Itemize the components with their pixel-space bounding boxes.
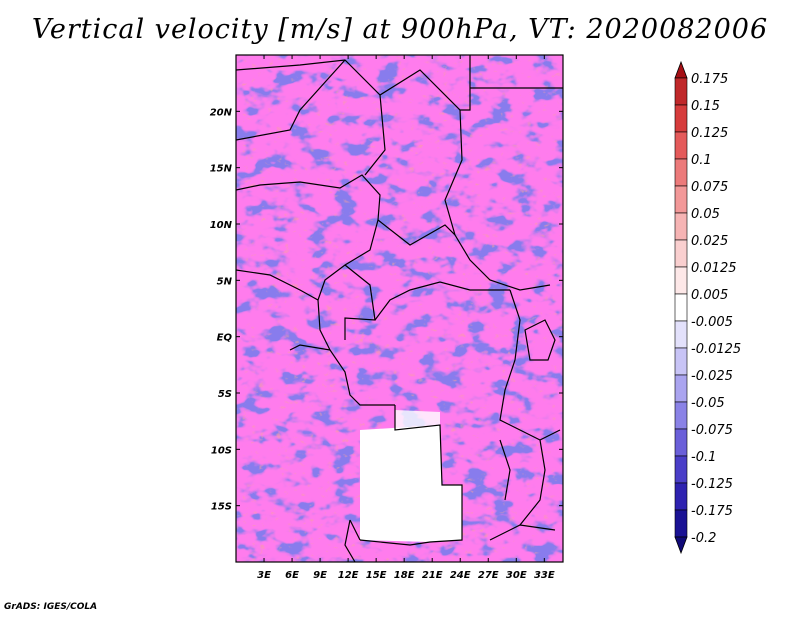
x-tick-label: 30E	[506, 570, 527, 581]
colorbar-label: -0.05	[691, 396, 725, 411]
colorbar-box	[674, 320, 688, 349]
colorbar-label: 0.075	[691, 180, 728, 195]
colorbar-label: 0.025	[691, 234, 728, 249]
colorbar-label: 0.1	[691, 153, 712, 168]
x-tick-label: 24E	[450, 570, 471, 581]
x-tick-label: 21E	[422, 570, 443, 581]
colorbar: 0.175 0.15 0.125 0.1 0.075 0.05 0.025 0.0125 0.0…	[674, 60, 741, 555]
x-tick-label: 18E	[394, 570, 415, 581]
colorbar-box	[674, 77, 688, 106]
x-tick-label: 3E	[257, 570, 271, 581]
colorbar-box	[674, 131, 688, 160]
colorbar-label: 0.175	[691, 72, 728, 87]
map-borders	[236, 55, 563, 562]
colorbar-box	[674, 509, 688, 538]
x-tick-label: 33E	[534, 570, 555, 581]
colorbar-box	[674, 212, 688, 241]
colorbar-box	[674, 482, 688, 511]
x-tick-label: 6E	[285, 570, 299, 581]
x-tick-label: 9E	[313, 570, 327, 581]
colorbar-label: -0.025	[691, 369, 733, 384]
x-axis: 3E 6E 9E 12E 15E 18E 21E 24E 27E 30E 33E	[257, 55, 555, 581]
y-tick-label: 5S	[218, 389, 232, 400]
y-axis: 20N 15N 10N 5N EQ 5S 10S 15S	[210, 107, 563, 513]
colorbar-box	[674, 374, 688, 403]
colorbar-box	[674, 104, 688, 133]
y-tick-label: 20N	[210, 107, 233, 118]
y-tick-label: 10N	[210, 220, 233, 231]
colorbar-label: 0.05	[691, 207, 720, 222]
chart-title: Vertical velocity [m/s] at 900hPa, VT: 2…	[31, 14, 769, 45]
colorbar-box	[674, 293, 688, 322]
colorbar-label: 0.0125	[691, 261, 737, 276]
colorbar-box	[674, 428, 688, 457]
y-tick-label: 10S	[211, 445, 232, 456]
colorbar-bottom-arrow	[674, 536, 688, 555]
y-tick-label: EQ	[217, 333, 233, 344]
y-tick-label: 15S	[211, 502, 232, 513]
colorbar-label: -0.075	[691, 423, 733, 438]
grads-credit: GrADS: IGES/COLA	[4, 602, 98, 612]
colorbar-box	[674, 185, 688, 214]
colorbar-label: 0.15	[691, 99, 720, 114]
colorbar-label: -0.175	[691, 504, 733, 519]
colorbar-label: -0.1	[691, 450, 716, 465]
colorbar-label: 0.125	[691, 126, 728, 141]
colorbar-box	[674, 347, 688, 376]
plot-frame	[235, 54, 564, 563]
colorbar-label: -0.2	[691, 531, 716, 546]
x-tick-label: 27E	[478, 570, 499, 581]
y-tick-label: 15N	[210, 164, 233, 175]
colorbar-box	[674, 158, 688, 187]
x-tick-label: 12E	[338, 570, 359, 581]
colorbar-box	[674, 239, 688, 268]
colorbar-label: -0.005	[691, 315, 733, 330]
y-tick-label: 5N	[217, 276, 233, 287]
colorbar-top-arrow	[674, 60, 688, 79]
colorbar-label: -0.125	[691, 477, 733, 492]
colorbar-box	[674, 266, 688, 295]
colorbar-box	[674, 455, 688, 484]
colorbar-box	[674, 401, 688, 430]
colorbar-label: -0.0125	[691, 342, 741, 357]
x-tick-label: 15E	[366, 570, 387, 581]
colorbar-label: 0.005	[691, 288, 728, 303]
